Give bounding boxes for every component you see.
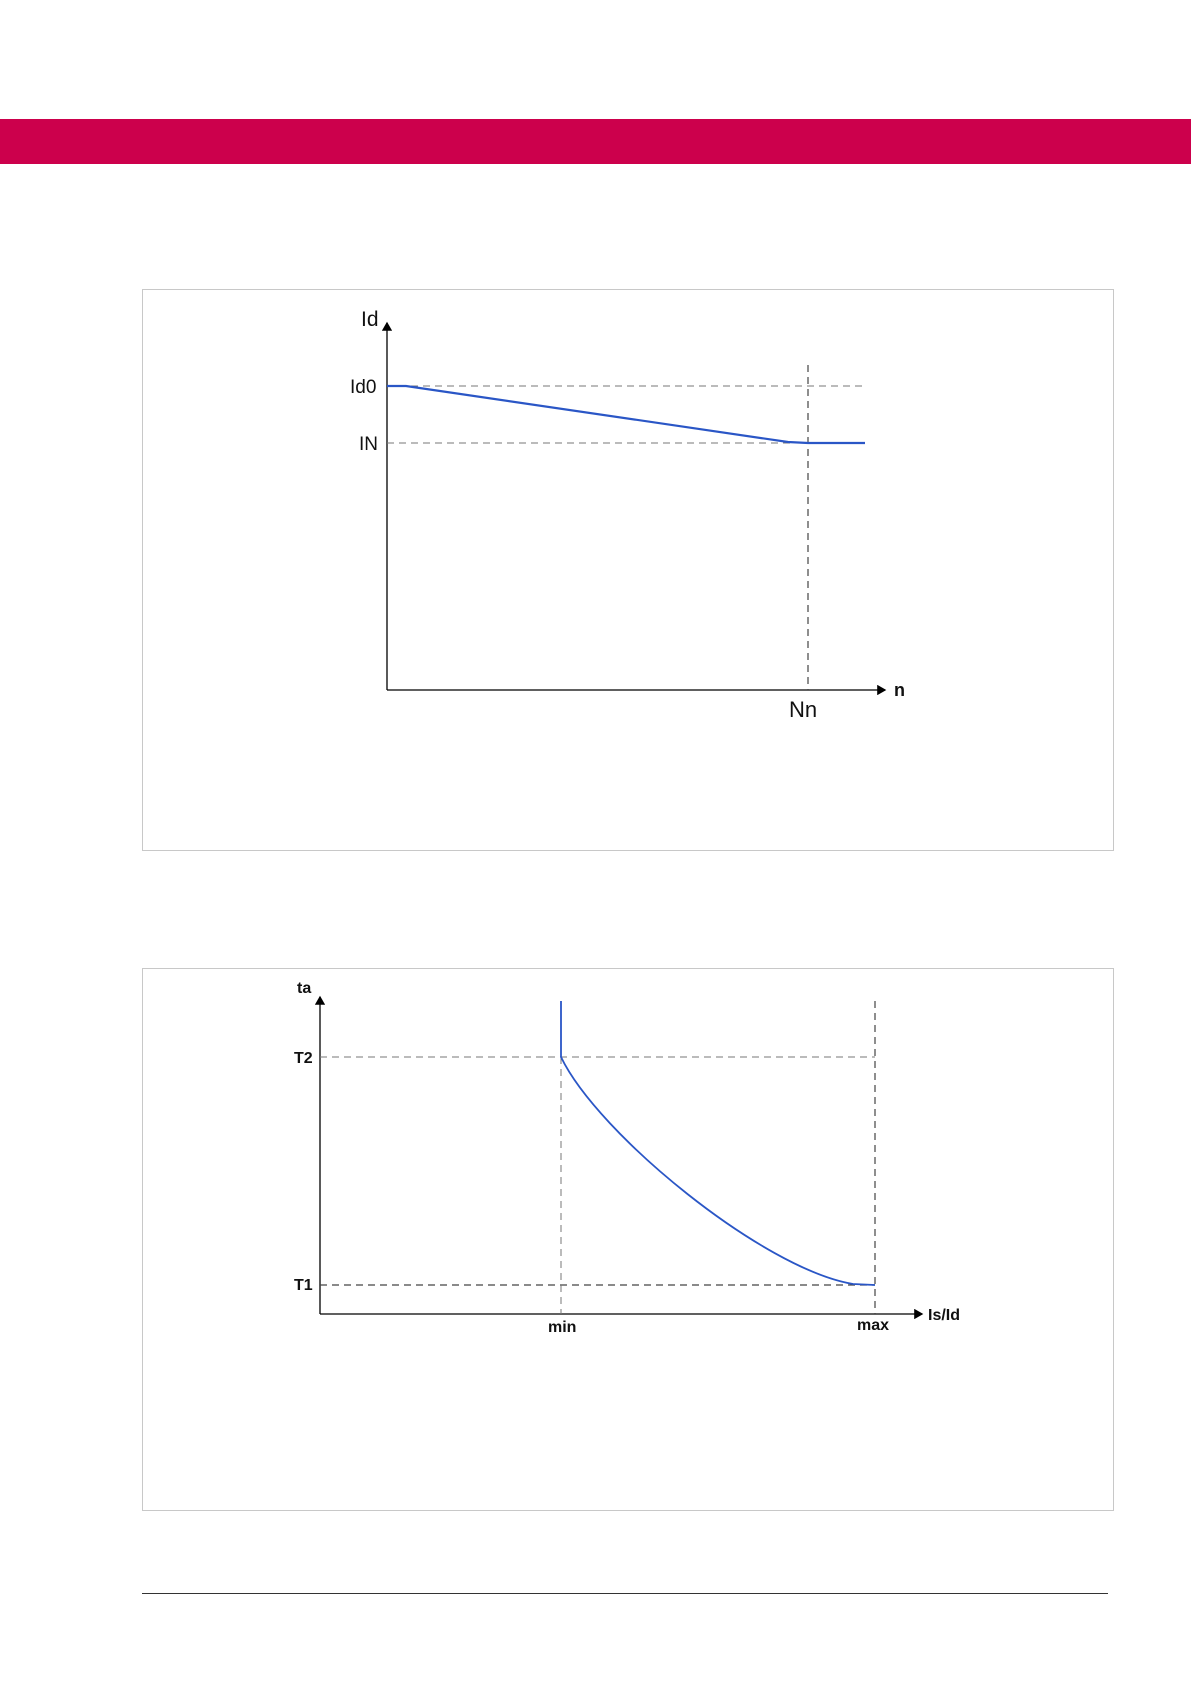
tick-label-nn: Nn xyxy=(789,697,817,722)
y-axis-label: Id xyxy=(361,308,379,331)
tick-label-min: min xyxy=(548,1319,576,1336)
y-axis-label: ta xyxy=(297,980,311,997)
tick-label-t2: T2 xyxy=(294,1050,313,1067)
footer-rule xyxy=(142,1593,1108,1594)
chart-time-vs-current-ratio: ta T2 T1 min max Is/Id xyxy=(294,980,960,1336)
tick-label-id0: Id0 xyxy=(350,377,376,398)
current-curve xyxy=(387,384,865,445)
header-band xyxy=(0,119,1191,164)
tick-label-t1: T1 xyxy=(294,1277,313,1294)
figure-time-vs-current-ratio: ta T2 T1 min max Is/Id xyxy=(142,968,1114,1511)
tick-label-in: IN xyxy=(359,434,378,455)
x-axis-label: Is/Id xyxy=(928,1307,960,1324)
time-curve xyxy=(560,1001,876,1286)
chart-current-vs-speed: Id Id0 IN Nn n xyxy=(350,308,905,722)
tick-label-max: max xyxy=(857,1317,889,1334)
x-axis-label: n xyxy=(894,680,905,700)
figure-current-vs-speed: Id Id0 IN Nn n xyxy=(142,289,1114,851)
